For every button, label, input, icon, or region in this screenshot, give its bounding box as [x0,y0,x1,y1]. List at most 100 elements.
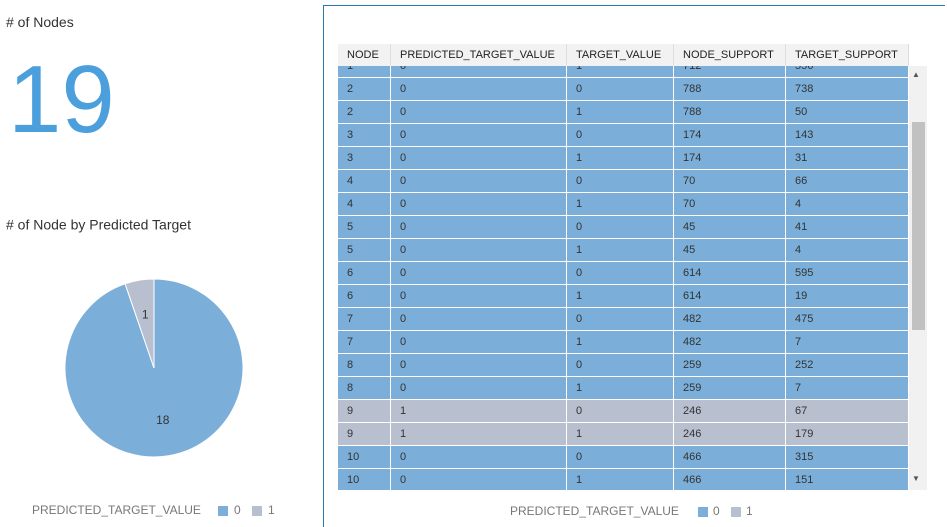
table-cell: 4 [338,193,391,216]
scroll-thumb[interactable] [912,122,925,330]
table-cell: 315 [786,446,909,469]
table-cell: 482 [674,331,786,354]
legend-swatch [698,507,708,517]
table-cell: 1 [391,400,567,423]
table-cell: 10 [338,446,391,469]
table-cell: 0 [391,239,567,262]
legend-swatch [731,507,741,517]
data-label: 18 [156,413,170,427]
legend-swatch [252,506,262,516]
table-cell: 66 [786,170,909,193]
table-cell: 614 [674,262,786,285]
table-cell: 0 [391,193,567,216]
table-cell: 151 [786,469,909,490]
table-cell: 5 [338,239,391,262]
table-cell: 0 [391,216,567,239]
legend-label: 1 [746,504,753,518]
table-body: 1 0 1 712 556 2 0 0 788 738 2 0 1 788 50 3 0 0 174 143 3 0 1 17… [338,66,909,490]
kpi-value: 19 [8,46,115,153]
table-cell: 1 [567,285,674,308]
table-cell: 259 [674,354,786,377]
table-cell: 712 [674,66,786,78]
table-cell: 7 [786,377,909,400]
column-header: TARGET_VALUE [567,44,674,66]
table-cell: 0 [567,78,674,101]
table-cell: 9 [338,423,391,446]
table-cell: 0 [391,147,567,170]
legend-title: PREDICTED_TARGET_VALUE [510,504,679,518]
table-cell: 3 [338,124,391,147]
table-cell: 0 [567,308,674,331]
table-cell: 31 [786,147,909,170]
table-cell: 7 [338,308,391,331]
table-cell: 45 [674,239,786,262]
table-cell: 1 [338,66,391,78]
table-cell: 0 [391,354,567,377]
table-cell: 0 [567,170,674,193]
pie-chart: # of Node by Predicted Target PREDICTED_… [6,217,275,517]
kpi-title: # of Nodes [6,14,74,30]
table-cell: 0 [391,308,567,331]
table-cell: 10 [338,469,391,490]
table-cell: 45 [674,216,786,239]
table-cell: 246 [674,400,786,423]
table-cell: 41 [786,216,909,239]
table-cell: 259 [674,377,786,400]
table-header: NODE PREDICTED_TARGET_VALUE TARGET_VALUE NO… [338,44,909,66]
table-cell: 1 [567,331,674,354]
table-cell: 1 [567,101,674,124]
table-cell: 1 [391,423,567,446]
table-cell: 143 [786,124,909,147]
table-panel [323,5,945,527]
scroll-down[interactable]: ▼ [912,474,920,483]
table-cell: 70 [674,193,786,216]
table-cell: 0 [391,124,567,147]
table-cell: 179 [786,423,909,446]
scroll-up[interactable]: ▲ [912,70,920,79]
table-cell: 9 [338,400,391,423]
table-cell: 0 [391,285,567,308]
table-cell: 4 [786,193,909,216]
table-cell: 19 [786,285,909,308]
column-header: NODE [338,44,391,66]
table-cell: 6 [338,285,391,308]
table-cell: 1 [567,239,674,262]
table-cell: 738 [786,78,909,101]
legend-label: 0 [234,503,241,517]
table-cell: 466 [674,446,786,469]
table-cell: 0 [391,78,567,101]
pie-slice [124,278,155,369]
legend-title: PREDICTED_TARGET_VALUE [32,503,201,517]
table-cell: 6 [338,262,391,285]
column-header: PREDICTED_TARGET_VALUE [391,44,567,66]
table-cell: 2 [338,78,391,101]
table-cell: 0 [391,170,567,193]
table-cell: 482 [674,308,786,331]
table-cell: 2 [338,101,391,124]
scrollbar[interactable]: ▲ ▼ [909,66,927,490]
table-legend: PREDICTED_TARGET_VALUE 0 1 [510,504,753,518]
table-cell: 1 [567,193,674,216]
table-cell: 0 [391,101,567,124]
table-cell: 0 [567,262,674,285]
table-cell: 466 [674,469,786,490]
table-cell: 0 [391,331,567,354]
table-cell: 556 [786,66,909,78]
table-cell: 0 [567,446,674,469]
table-cell: 3 [338,147,391,170]
table-cell: 1 [567,147,674,170]
legend-label: 0 [713,504,720,518]
table-cell: 0 [567,216,674,239]
table-cell: 0 [567,400,674,423]
table-cell: 8 [338,354,391,377]
table-cell: 50 [786,101,909,124]
table-cell: 70 [674,170,786,193]
table-cell: 174 [674,147,786,170]
column-header: NODE_SUPPORT [674,44,786,66]
table-cell: 0 [391,262,567,285]
chart-title: # of Node by Predicted Target [6,217,191,233]
legend-label: 1 [268,503,275,517]
table-cell: 788 [674,101,786,124]
table-cell: 5 [338,216,391,239]
